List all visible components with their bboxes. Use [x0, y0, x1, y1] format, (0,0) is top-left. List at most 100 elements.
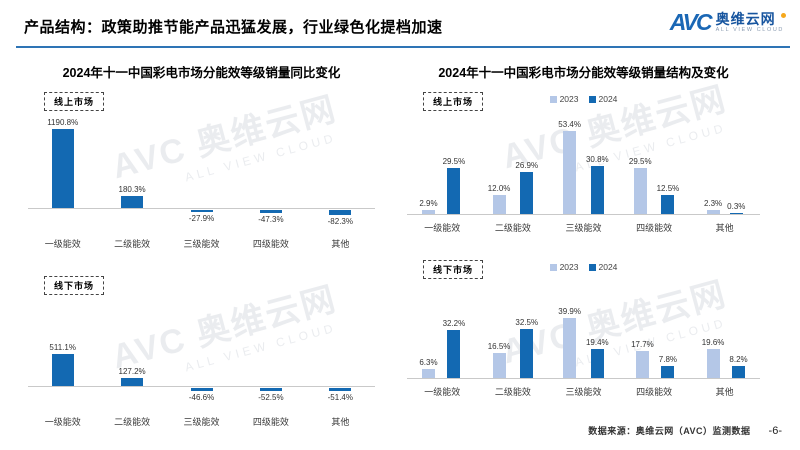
bar-column: 127.2% [97, 298, 166, 410]
value-label: 6.3% [419, 358, 438, 367]
plot-area: 511.1% 127.2% -46.6% -52.5% -51.4% [28, 298, 375, 410]
footer: 数据来源：奥维云网（AVC）监测数据 -6- [588, 424, 782, 437]
legend-item-2023: 2023 [549, 94, 579, 104]
category-label: 三级能效 [183, 239, 220, 249]
chart-offline-structure: 6.3% 32.2% 16.5% 32.5% 39.9% 19.4% 17.7% 7.8% 19… [407, 282, 760, 398]
value-label: 29.5% [628, 157, 652, 166]
value-label: 8.2% [729, 355, 748, 364]
value-label: 19.4% [585, 338, 609, 347]
bar [520, 329, 534, 378]
bar [51, 129, 74, 208]
bar [590, 166, 604, 214]
value-label: 26.9% [515, 161, 539, 170]
value-label: 32.5% [515, 318, 539, 327]
tag-row: 线下市场 [28, 276, 375, 295]
legend: 2023 2024 [407, 94, 760, 104]
legend-label-2024: 2024 [598, 262, 618, 272]
panel-offline-yoy: 线下市场 511.1% 127.2% -46.6% -52.5% -51.4% 一级能效 二… [28, 276, 375, 428]
logo-english-name: ALL VIEW CLOUD [715, 26, 784, 33]
bar [190, 388, 213, 391]
legend-label-2023: 2023 [559, 262, 579, 272]
bar-column: -27.9% [167, 114, 236, 232]
category-label: 其他 [331, 239, 350, 249]
x-axis-line [28, 386, 375, 387]
bar-column: -51.4% [306, 298, 375, 410]
bar-column: -52.5% [236, 298, 305, 410]
value-label: 0.3% [727, 202, 746, 211]
value-label: -82.3% [327, 217, 353, 226]
bar [329, 388, 352, 391]
legend-item-2023: 2023 [549, 262, 579, 272]
category-label: 其他 [715, 387, 734, 397]
section-title: 2024年十一中国彩电市场分能效等级销量同比变化 [62, 66, 341, 80]
category-label: 一级能效 [44, 417, 81, 427]
bar-column: 511.1% [28, 298, 97, 410]
value-label: 16.5% [487, 342, 511, 351]
bar [563, 318, 577, 378]
x-axis-line [407, 378, 760, 379]
chart-offline-yoy: 511.1% 127.2% -46.6% -52.5% -51.4% 一级能效 二级能效 三级… [28, 298, 375, 428]
legend-swatch-2024 [588, 263, 596, 271]
category-label: 一级能效 [424, 387, 461, 397]
bar [492, 353, 506, 378]
bar-column: -46.6% [167, 298, 236, 410]
bar-column: 12.0% 26.9% [478, 114, 549, 216]
section-yoy-change: 2024年十一中国彩电市场分能效等级销量同比变化 线上市场 1190.8% 180… [0, 50, 385, 450]
category-label: 二级能效 [114, 417, 151, 427]
tag-row: 线上市场 2023 2024 [407, 92, 760, 111]
bar [706, 210, 720, 214]
value-label: -46.6% [188, 393, 215, 402]
page-title: 产品结构：政策助推节能产品迅猛发展，行业绿色化提档加速 [24, 19, 443, 36]
bar [329, 210, 352, 215]
bar [492, 195, 506, 214]
chart-online-yoy: 1190.8% 180.3% -27.9% -47.3% -82.3% 一级能效 二级能效 三… [28, 114, 375, 250]
bar [661, 366, 675, 378]
category-label: 其他 [715, 223, 734, 233]
bar-column: 53.4% 30.8% [548, 114, 619, 216]
bar [190, 210, 213, 212]
category-label: 四级能效 [636, 223, 673, 233]
legend-label-2024: 2024 [598, 94, 618, 104]
value-label: 1190.8% [47, 118, 79, 127]
market-tag-offline: 线下市场 [44, 276, 105, 295]
category-label: 三级能效 [183, 417, 220, 427]
x-axis-line [407, 214, 760, 215]
bar [706, 349, 720, 378]
x-axis-line [28, 208, 375, 209]
tag-row: 线上市场 [28, 92, 375, 111]
bar [729, 213, 743, 214]
logo-abbr-text: AVC [669, 9, 713, 35]
section-title: 2024年十一中国彩电市场分能效等级销量结构及变化 [438, 66, 729, 80]
value-label: 180.3% [118, 185, 146, 194]
value-label: 12.0% [487, 184, 511, 193]
logo-wordmark: 奥维云网 ALL VIEW CLOUD [716, 11, 784, 34]
main-content: 2024年十一中国彩电市场分能效等级销量同比变化 线上市场 1190.8% 180… [0, 50, 800, 450]
category-label: 四级能效 [252, 239, 289, 249]
plot-area: 6.3% 32.2% 16.5% 32.5% 39.9% 19.4% 17.7% 7.8% 19… [407, 282, 760, 380]
value-label: 30.8% [585, 155, 609, 164]
value-label: -27.9% [188, 214, 215, 223]
bar [590, 349, 604, 378]
bar [259, 210, 282, 213]
bar [447, 330, 461, 378]
tag-row: 线下市场 2023 2024 [407, 260, 760, 279]
bar-column: 16.5% 32.5% [478, 282, 549, 380]
legend-item-2024: 2024 [588, 94, 618, 104]
logo-chinese-name: 奥维云网 [715, 10, 776, 27]
bar [421, 210, 435, 214]
value-label: -47.3% [258, 215, 284, 224]
category-label: 二级能效 [494, 387, 531, 397]
value-label: 12.5% [656, 184, 680, 193]
category-label: 一级能效 [44, 239, 81, 249]
value-label: 19.6% [701, 338, 725, 347]
bar [121, 378, 144, 386]
market-tag-online: 线上市场 [44, 92, 105, 111]
market-tag-online: 线上市场 [423, 92, 484, 111]
value-label: 53.4% [558, 120, 581, 129]
value-label: -51.4% [327, 393, 353, 402]
value-label: 511.1% [49, 343, 76, 352]
category-label: 一级能效 [424, 223, 461, 233]
bar-column: 17.7% 7.8% [619, 282, 690, 380]
category-label: 二级能效 [114, 239, 151, 249]
category-label: 四级能效 [636, 387, 673, 397]
